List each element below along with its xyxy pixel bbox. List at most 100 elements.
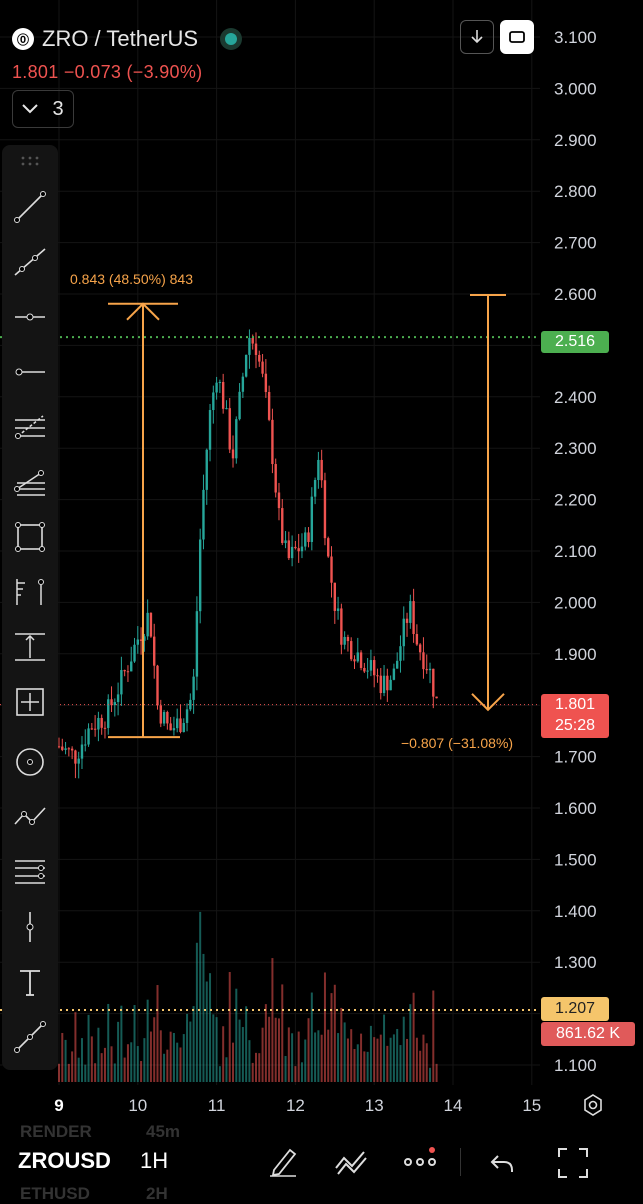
volume-bar — [225, 1057, 228, 1082]
candle-body — [405, 618, 409, 623]
ray-tool[interactable] — [10, 242, 50, 282]
volume-bar — [103, 1047, 106, 1082]
volume-bar — [330, 993, 333, 1082]
trend-line-tool[interactable] — [10, 187, 50, 227]
volume-bar — [412, 992, 415, 1082]
interval-selector-button[interactable]: 1H — [140, 1148, 169, 1173]
indicators-button[interactable] — [334, 1148, 368, 1181]
candle-body — [428, 668, 432, 671]
candle-body — [382, 675, 386, 694]
volume-bar — [327, 1029, 330, 1082]
candle-body — [412, 601, 415, 635]
price-tick-label: 2.100 — [554, 542, 597, 561]
horizontal-ray-tool[interactable] — [10, 297, 50, 337]
trend-line-icon — [14, 191, 46, 223]
market-open-icon — [220, 28, 243, 50]
horizontal-line-tool[interactable] — [10, 352, 50, 392]
drawing-toolbar — [2, 145, 58, 1070]
volume-bar — [84, 1064, 87, 1082]
price-tick-label: 1.300 — [554, 953, 597, 972]
candle-body — [330, 556, 333, 583]
candle-body — [57, 746, 61, 748]
last-price-tag: 1.801 25:28 — [541, 694, 609, 738]
path-tool[interactable] — [10, 797, 50, 837]
volume-bar — [340, 1007, 343, 1082]
volume-bar — [123, 1057, 126, 1082]
volume-bar — [113, 1063, 116, 1082]
volume-bar — [218, 1066, 221, 1082]
rectangle-tool[interactable] — [10, 517, 50, 557]
volume-bar — [402, 1016, 405, 1082]
more-button[interactable] — [402, 1146, 438, 1181]
volume-bar — [271, 958, 274, 1082]
volume-bar — [346, 1038, 349, 1082]
candle-body — [336, 608, 340, 611]
symbol-header[interactable]: ⓪ ZRO / TetherUS — [12, 26, 243, 52]
alert-price-tag-green[interactable]: 2.516 — [541, 331, 609, 353]
time-tick-label: 9 — [54, 1096, 63, 1115]
date-price-range-tool[interactable] — [10, 682, 50, 722]
toolbar-drag-handle[interactable] — [10, 147, 50, 175]
volume-bar — [169, 1031, 172, 1082]
time-tick-label: 10 — [128, 1096, 147, 1115]
price-tick-label: 2.900 — [554, 131, 597, 150]
candle-body — [215, 382, 218, 393]
candle-body — [294, 546, 297, 549]
volume-bar — [317, 1030, 320, 1082]
volume-bar — [369, 1025, 372, 1082]
pen-icon — [270, 1148, 297, 1177]
volume-bar — [117, 1021, 120, 1082]
symbol-selector-button[interactable]: ZROUSD — [18, 1148, 111, 1173]
candle-body — [182, 722, 185, 733]
brush-tool[interactable] — [10, 1017, 50, 1057]
chart-settings-button[interactable] — [580, 1092, 606, 1118]
candle-body — [313, 479, 317, 497]
text-tool[interactable] — [10, 962, 50, 1002]
volume-bar — [251, 1062, 254, 1082]
volume-bar — [284, 1055, 287, 1082]
volume-bar — [268, 1016, 271, 1082]
settings-icon — [584, 1094, 602, 1116]
expand-button[interactable] — [556, 1146, 590, 1185]
download-button[interactable] — [460, 20, 494, 54]
volume-bar — [58, 1063, 60, 1082]
pitchfork-icon — [14, 470, 45, 496]
volume-bar — [64, 1039, 67, 1082]
alert-price-tag-yellow[interactable]: 1.207 — [541, 997, 609, 1021]
volume-bar — [277, 1018, 280, 1082]
vertical-line-tool[interactable] — [10, 907, 50, 947]
candle-body — [422, 652, 425, 670]
volume-bar — [281, 984, 284, 1082]
indicators-toggle-button[interactable]: 3 — [12, 90, 74, 128]
watchlist-ghost-interval: 45m — [146, 1122, 181, 1141]
volume-bar — [287, 1027, 290, 1082]
long-position-tool[interactable] — [10, 572, 50, 612]
volume-bar — [343, 1022, 346, 1082]
candle-body — [359, 652, 363, 668]
volume-bar — [130, 1042, 133, 1082]
candle-body — [310, 496, 314, 542]
parallel-channel-tool[interactable] — [10, 852, 50, 892]
candle-body — [162, 712, 166, 724]
price-range-tool[interactable] — [10, 627, 50, 667]
volume-bar — [110, 1046, 113, 1082]
bottom-bar — [0, 1117, 643, 1199]
text-icon — [20, 970, 40, 996]
drawing-button[interactable] — [266, 1144, 300, 1183]
candle-body — [287, 540, 291, 559]
candle-body — [399, 646, 402, 661]
volume-bar — [274, 1017, 277, 1082]
price-tick-label: 3.000 — [554, 79, 597, 98]
fib-retracement-tool[interactable] — [10, 407, 50, 447]
candle-body — [176, 718, 179, 729]
pitchfork-tool[interactable] — [10, 462, 50, 502]
candle-body — [228, 408, 231, 450]
candle-body — [70, 748, 74, 751]
undo-button[interactable] — [488, 1150, 516, 1181]
price-tick-label: 1.400 — [554, 902, 597, 921]
volume-bar — [333, 984, 336, 1082]
volume-bar — [212, 1014, 215, 1082]
fullscreen-button[interactable] — [500, 20, 534, 54]
circle-tool[interactable] — [10, 742, 50, 782]
